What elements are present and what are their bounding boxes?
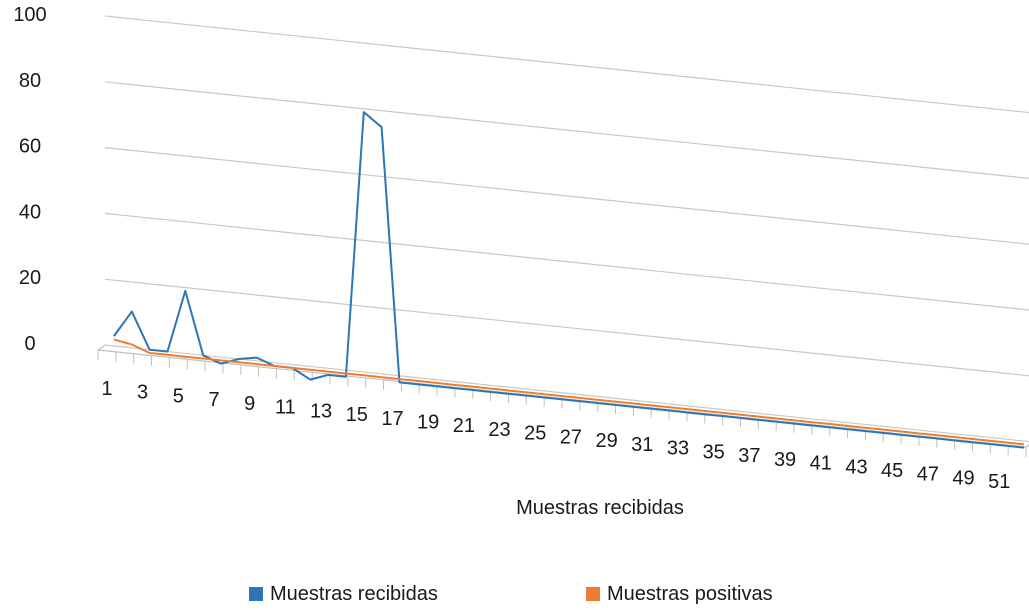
x-tick-label: 11	[275, 397, 296, 419]
x-tick-label: 7	[208, 389, 219, 411]
gridline-40	[104, 212, 1029, 311]
legend: Muestras recibidas Muestras positivas	[249, 583, 773, 605]
x-tick-label: 33	[667, 438, 689, 460]
x-tick-label: 17	[381, 408, 403, 430]
series-line-muestras-recibidas	[113, 111, 1025, 449]
x-tick-label: 27	[560, 426, 582, 448]
x-tick-label: 15	[346, 404, 368, 426]
legend-swatch-muestras-recibidas	[249, 587, 263, 601]
x-tick-label: 41	[810, 453, 832, 475]
x-tick-label: 3	[137, 382, 148, 404]
gridline-20	[104, 278, 1029, 377]
x-tick-label: 13	[310, 400, 332, 422]
x-tick-label: 23	[488, 419, 510, 441]
legend-label-muestras-recibidas: Muestras recibidas	[270, 583, 438, 605]
x-tick-label: 29	[595, 430, 617, 452]
floor-left-edge	[97, 344, 106, 351]
x-tick-label: 37	[738, 445, 760, 467]
x-tick-label: 35	[703, 441, 725, 463]
y-tick-label: 40	[19, 201, 41, 223]
x-tick-label: 39	[774, 449, 796, 471]
legend-label-muestras-positivas: Muestras positivas	[607, 583, 773, 605]
gridline-60	[104, 147, 1029, 245]
x-tick-label: 5	[173, 385, 184, 407]
x-tick-label: 45	[881, 460, 903, 482]
y-tick-label: 0	[24, 333, 35, 355]
x-tick-label: 43	[845, 456, 867, 478]
x-tick-label: 1	[101, 378, 112, 400]
floor-right-edge	[1025, 444, 1029, 448]
gridline-0	[104, 344, 1029, 443]
gridline-100	[104, 15, 1029, 114]
legend-swatch-muestras-positivas	[586, 587, 600, 601]
x-tick-label: 25	[524, 423, 546, 445]
x-tick-label: 21	[453, 415, 475, 437]
x-axis-title: Muestras recibidas	[516, 497, 684, 519]
x-tick-label: 51	[988, 471, 1010, 493]
gridline-80	[104, 81, 1029, 179]
x-axis-ticks: 1 3 5 7 9 11 13 15 17 19 21 23 25 27 29 31 33 35 37 39 41 43 4…	[101, 378, 1010, 493]
x-tick-label: 9	[244, 393, 255, 415]
x-tick-label: 49	[952, 467, 974, 489]
gridlines	[104, 15, 1029, 443]
series-line-muestras-positivas	[113, 338, 1025, 446]
y-axis-ticks: 0 20 40 60 80 100	[13, 4, 46, 355]
series-lines	[113, 111, 1025, 449]
x-tick-label: 47	[917, 464, 939, 486]
x-tick-label: 19	[417, 412, 439, 434]
x-tick-label: 31	[631, 434, 653, 456]
y-tick-label: 20	[19, 267, 41, 289]
y-tick-label: 100	[13, 4, 46, 26]
y-tick-label: 80	[19, 70, 41, 92]
y-tick-label: 60	[19, 136, 41, 158]
